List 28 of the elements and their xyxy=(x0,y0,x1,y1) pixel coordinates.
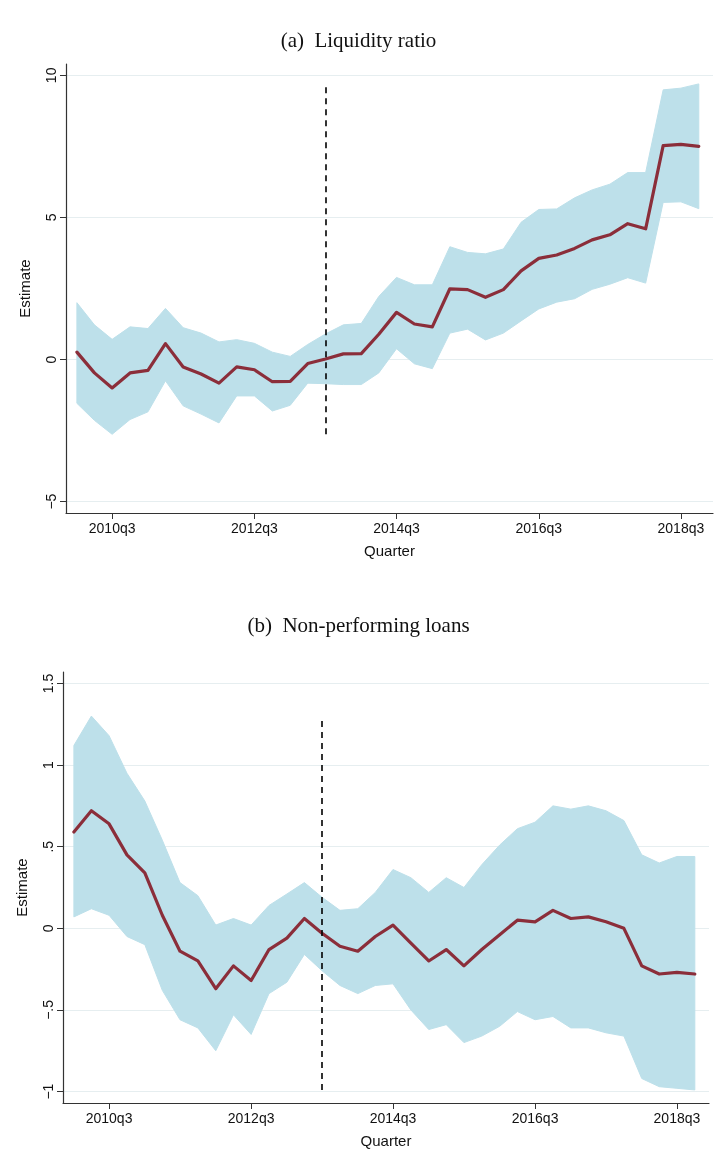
y-tick-label: 5 xyxy=(43,213,59,222)
y-tick-label: 1 xyxy=(40,760,56,769)
line-series xyxy=(75,142,701,390)
y-tick-label: −1 xyxy=(40,1083,56,1100)
y-tick-label: 1.5 xyxy=(40,673,56,694)
x-tick-label: 2016q3 xyxy=(511,1110,559,1126)
x-tick-label: 2010q3 xyxy=(85,1110,133,1126)
x-tick-label: 2018q3 xyxy=(657,520,705,536)
x-tick-label: 2012q3 xyxy=(231,520,278,536)
y-tick-label: 0 xyxy=(43,355,59,364)
x-tick-label: 2016q3 xyxy=(515,520,563,536)
chart-title: (b) Non-performing loans xyxy=(247,612,470,637)
y-axis-title: Estimate xyxy=(13,858,30,917)
y-tick-label: .5 xyxy=(40,840,56,853)
y-tick-label: 10 xyxy=(43,67,59,84)
x-tick-label: 2010q3 xyxy=(88,520,136,536)
x-axis-title: Quarter xyxy=(360,1132,412,1149)
x-axis-title: Quarter xyxy=(364,542,415,559)
x-tick-label: 2014q3 xyxy=(373,520,421,536)
line-series xyxy=(72,809,697,991)
y-tick-label: −5 xyxy=(43,493,59,510)
y-tick-label: 0 xyxy=(40,924,56,933)
y-tick-label: −.5 xyxy=(40,999,56,1020)
y-axis-title: Estimate xyxy=(16,259,33,318)
x-tick-label: 2018q3 xyxy=(653,1110,701,1126)
x-tick-label: 2012q3 xyxy=(227,1110,275,1126)
chart-title: (a) Liquidity ratio xyxy=(280,27,437,52)
x-tick-label: 2014q3 xyxy=(369,1110,417,1126)
